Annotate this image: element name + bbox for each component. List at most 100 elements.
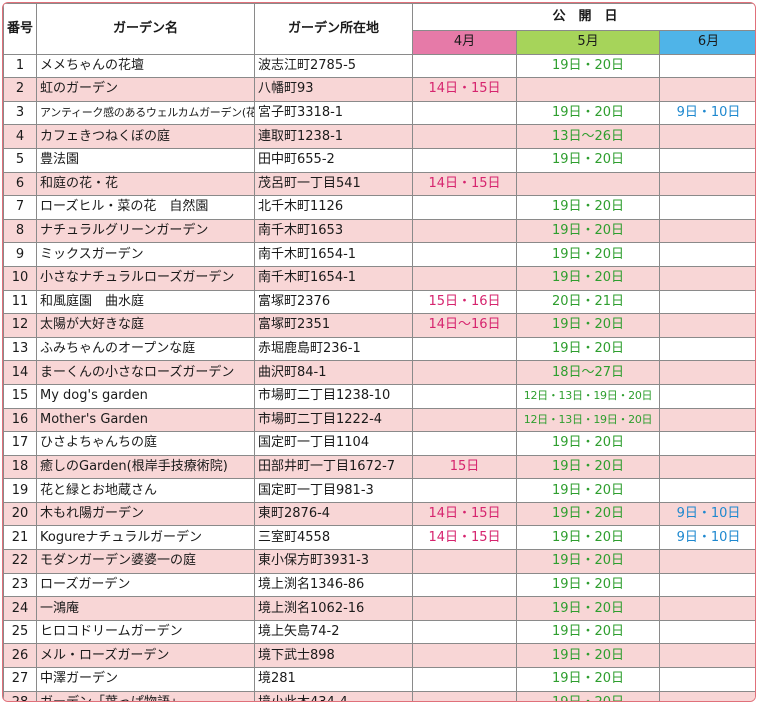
table-row: 11 和風庭園 曲水庭 富塚町2376 15日・16日 20日・21日	[3, 289, 755, 315]
may-dates: 19日・20日	[516, 619, 660, 645]
table-row: 15 My dog's garden 市場町二丁目1238-10 12日・13日・19…	[3, 383, 755, 409]
april-dates	[412, 619, 517, 645]
april-dates	[412, 431, 517, 456]
garden-name: ガーデン「葉っぱ物語」	[36, 690, 255, 701]
may-dates: 19日・20日	[516, 100, 660, 126]
row-number: 1	[3, 53, 37, 79]
garden-name: ふみちゃんのオープンな庭	[36, 336, 255, 362]
table-row: 25 ヒロコドリームガーデン 境上矢島74-2 19日・20日	[3, 619, 755, 645]
garden-name: 太陽が大好きな庭	[36, 313, 255, 338]
may-dates: 19日・20日	[516, 572, 660, 598]
april-dates	[412, 265, 517, 291]
garden-address: 赤堀鹿島町236-1	[254, 336, 413, 362]
table-row: 27 中澤ガーデン 境281 19日・20日	[3, 667, 755, 692]
june-dates	[658, 596, 755, 621]
april-dates	[412, 195, 517, 220]
june-dates	[658, 147, 755, 173]
garden-name: Kogureナチュラルガーデン	[36, 525, 255, 551]
row-number: 6	[3, 171, 37, 197]
garden-address: 市場町二丁目1238-10	[254, 383, 413, 409]
garden-name: 癒しのGarden(根岸手技療術院)	[36, 454, 255, 480]
april-dates	[412, 572, 517, 598]
june-dates	[658, 360, 755, 385]
table-row: 26 メル・ローズガーデン 境下武士898 19日・20日	[3, 643, 755, 669]
table-row: 16 Mother's Garden 市場町二丁目1222-4 12日・13日・19日…	[3, 407, 755, 433]
may-dates	[516, 171, 660, 197]
table-row: 18 癒しのGarden(根岸手技療術院) 田部井町一丁目1672-7 15日 19日・…	[3, 454, 755, 480]
june-dates	[658, 667, 755, 692]
table-body: 1 メメちゃんの花壇 波志江町2785-5 19日・20日 2 虹のガーデン 八幡町93 14…	[3, 53, 755, 701]
garden-address: 境下武士898	[254, 643, 413, 669]
garden-name: Mother's Garden	[36, 407, 255, 433]
table-row: 14 まーくんの小さなローズガーデン 曲沢町84-1 18日〜27日	[3, 360, 755, 385]
garden-name: 和庭の花・花	[36, 171, 255, 197]
garden-address: 曲沢町84-1	[254, 360, 413, 385]
may-dates: 19日・20日	[516, 525, 660, 551]
garden-name: 和風庭園 曲水庭	[36, 289, 255, 315]
may-dates: 19日・20日	[516, 431, 660, 456]
table-row: 21 Kogureナチュラルガーデン 三室町4558 14日・15日 19日・20日 9日…	[3, 525, 755, 551]
april-dates	[412, 53, 517, 79]
june-dates	[658, 431, 755, 456]
header-june: 6月	[658, 30, 755, 55]
april-dates	[412, 643, 517, 669]
garden-name: まーくんの小さなローズガーデン	[36, 360, 255, 385]
table-row: 2 虹のガーデン 八幡町93 14日・15日	[3, 77, 755, 102]
april-dates: 15日	[412, 454, 517, 480]
june-dates	[658, 242, 755, 267]
garden-address: 境小此木434-4	[254, 690, 413, 701]
june-dates: 9日・10日	[658, 100, 755, 126]
row-number: 21	[3, 525, 37, 551]
garden-address: 境281	[254, 667, 413, 692]
table-row: 13 ふみちゃんのオープンな庭 赤堀鹿島町236-1 19日・20日	[3, 336, 755, 362]
garden-name: 虹のガーデン	[36, 77, 255, 102]
garden-name: 木もれ陽ガーデン	[36, 501, 255, 527]
table-row: 9 ミックスガーデン 南千木町1654-1 19日・20日	[3, 242, 755, 267]
may-dates: 19日・20日	[516, 643, 660, 669]
may-dates: 20日・21日	[516, 289, 660, 315]
row-number: 9	[3, 242, 37, 267]
june-dates	[658, 77, 755, 102]
june-dates	[658, 171, 755, 197]
garden-name: ミックスガーデン	[36, 242, 255, 267]
garden-address: 境上渕名1062-16	[254, 596, 413, 621]
june-dates: 9日・10日	[658, 501, 755, 527]
row-number: 28	[3, 690, 37, 701]
garden-name: ヒロコドリームガーデン	[36, 619, 255, 645]
may-dates: 19日・20日	[516, 549, 660, 574]
garden-name: メメちゃんの花壇	[36, 53, 255, 79]
row-number: 20	[3, 501, 37, 527]
june-dates	[658, 619, 755, 645]
june-dates	[658, 265, 755, 291]
table-row: 17 ひさよちゃんちの庭 国定町一丁目1104 19日・20日	[3, 431, 755, 456]
may-dates: 19日・20日	[516, 501, 660, 527]
june-dates	[658, 218, 755, 244]
table-row: 1 メメちゃんの花壇 波志江町2785-5 19日・20日	[3, 53, 755, 79]
table-row: 5 豊法園 田中町655-2 19日・20日	[3, 147, 755, 173]
april-dates	[412, 549, 517, 574]
april-dates	[412, 690, 517, 701]
garden-address: 三室町4558	[254, 525, 413, 551]
may-dates: 19日・20日	[516, 336, 660, 362]
may-dates: 19日・20日	[516, 690, 660, 701]
may-dates: 13日〜26日	[516, 124, 660, 149]
garden-name: 花と緑とお地蔵さん	[36, 478, 255, 503]
garden-address: 八幡町93	[254, 77, 413, 102]
row-number: 12	[3, 313, 37, 338]
row-number: 27	[3, 667, 37, 692]
row-number: 19	[3, 478, 37, 503]
april-dates	[412, 478, 517, 503]
may-dates: 19日・20日	[516, 195, 660, 220]
april-dates	[412, 336, 517, 362]
may-dates: 12日・13日・19日・20日	[516, 383, 660, 409]
may-dates: 19日・20日	[516, 265, 660, 291]
june-dates	[658, 690, 755, 701]
garden-name: ナチュラルグリーンガーデン	[36, 218, 255, 244]
garden-address: 波志江町2785-5	[254, 53, 413, 79]
header-april: 4月	[412, 30, 517, 55]
garden-address: 境上渕名1346-86	[254, 572, 413, 598]
garden-address: 市場町二丁目1222-4	[254, 407, 413, 433]
june-dates	[658, 313, 755, 338]
garden-address: 富塚町2351	[254, 313, 413, 338]
